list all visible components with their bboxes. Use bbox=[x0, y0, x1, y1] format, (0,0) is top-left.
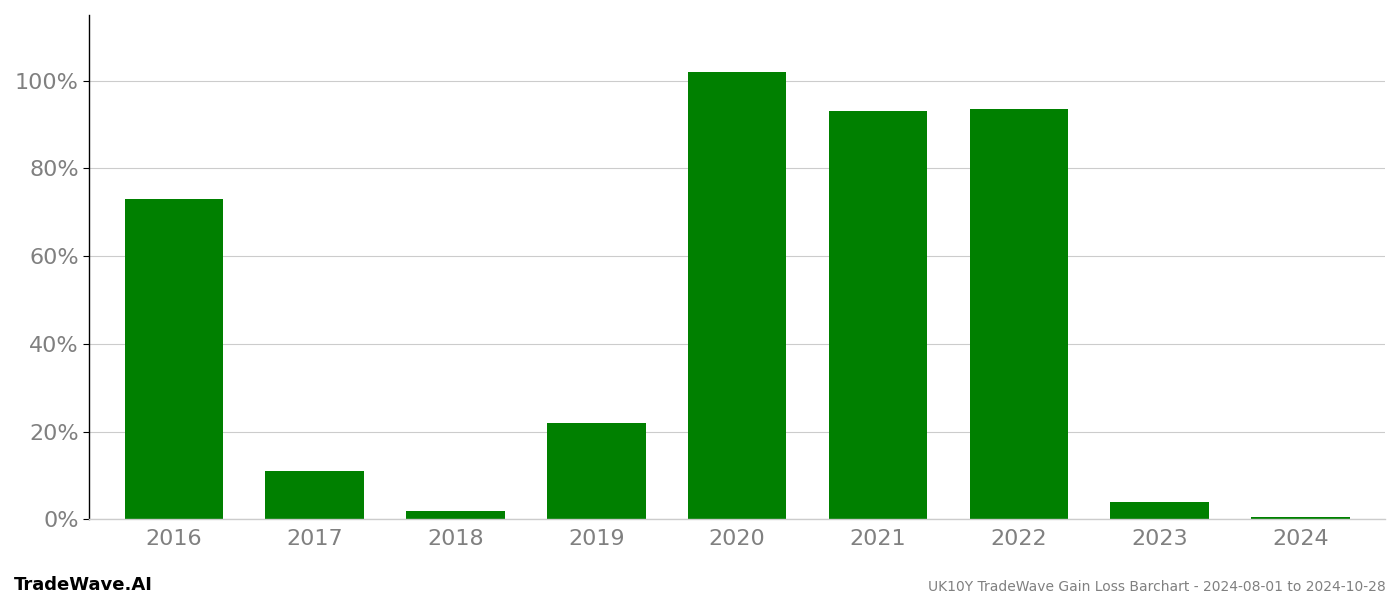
Bar bbox=[1110, 502, 1210, 519]
Text: UK10Y TradeWave Gain Loss Barchart - 2024-08-01 to 2024-10-28: UK10Y TradeWave Gain Loss Barchart - 202… bbox=[928, 580, 1386, 594]
Bar bbox=[687, 72, 787, 519]
Bar bbox=[829, 112, 927, 519]
Text: TradeWave.AI: TradeWave.AI bbox=[14, 576, 153, 594]
Bar bbox=[547, 423, 645, 519]
Bar bbox=[266, 471, 364, 519]
Bar bbox=[406, 511, 505, 519]
Bar bbox=[125, 199, 223, 519]
Bar bbox=[1252, 517, 1350, 519]
Bar bbox=[970, 109, 1068, 519]
